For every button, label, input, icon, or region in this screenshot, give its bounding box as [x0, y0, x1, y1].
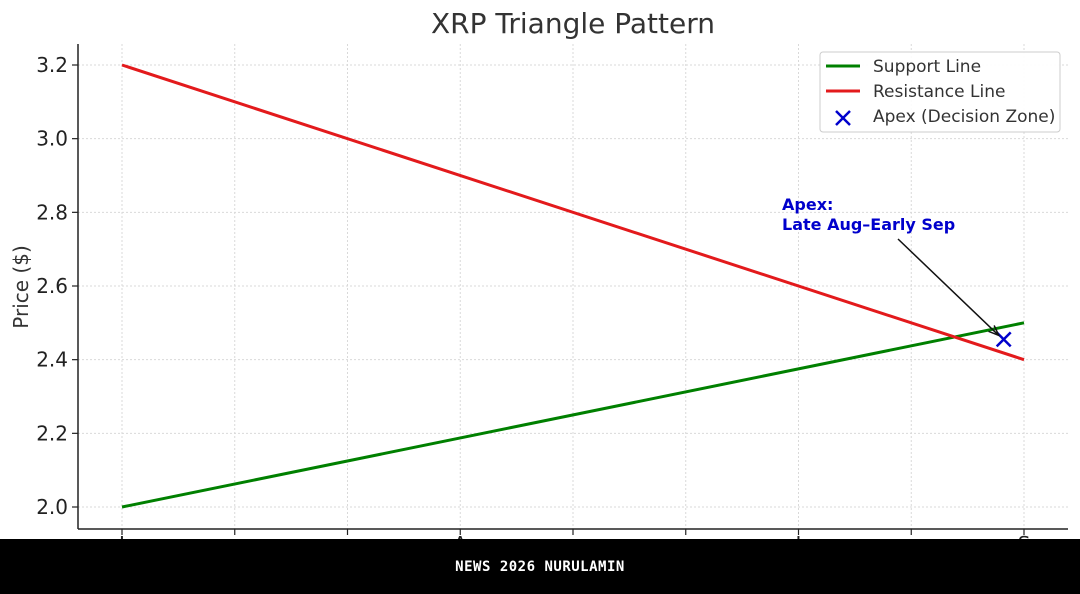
- legend-item: Apex (Decision Zone): [835, 107, 1055, 127]
- series-line-support-line: [121, 321, 1025, 509]
- y-tick-label: 2.4: [36, 348, 68, 372]
- legend-label: Resistance Line: [873, 82, 1005, 102]
- annotation-line-1: Apex:: [782, 195, 833, 214]
- annotation-arrowhead: [988, 325, 1001, 337]
- axes: 2.02.22.42.62.83.03.2JAJS: [36, 44, 1068, 556]
- series-layer: [121, 63, 1025, 509]
- chart-title: XRP Triangle Pattern: [431, 7, 715, 40]
- y-tick-label: 2.6: [36, 274, 68, 298]
- legend-box: [819, 51, 1061, 133]
- y-tick-label: 2.8: [36, 200, 68, 224]
- footer-text: NEWS 2026 NURULAMIN: [455, 558, 625, 575]
- legend: Support Line Resistance Line Apex (Decisio…: [819, 51, 1061, 133]
- y-tick-label: 2.2: [36, 421, 68, 445]
- series-line-resistance-line: [121, 63, 1025, 362]
- y-axis-label: Price ($): [9, 245, 33, 328]
- legend-swatch-x: [835, 110, 851, 126]
- y-tick-label: 3.0: [36, 127, 68, 151]
- y-tick-label: 2.0: [36, 495, 68, 519]
- apex-marker-stroke: [995, 331, 1012, 348]
- legend-label: Support Line: [873, 57, 981, 77]
- legend-label: Apex (Decision Zone): [873, 107, 1055, 127]
- y-tick-label: 3.2: [36, 53, 68, 77]
- legend-item: Support Line: [826, 57, 981, 77]
- annotation-layer: Apex:Late Aug–Early Sep: [782, 195, 1001, 337]
- annotation-arrow: [897, 238, 1000, 336]
- annotation-line-2: Late Aug–Early Sep: [782, 215, 955, 234]
- legend-item: Resistance Line: [826, 82, 1005, 102]
- footer-banner: NEWS 2026 NURULAMIN: [0, 539, 1080, 594]
